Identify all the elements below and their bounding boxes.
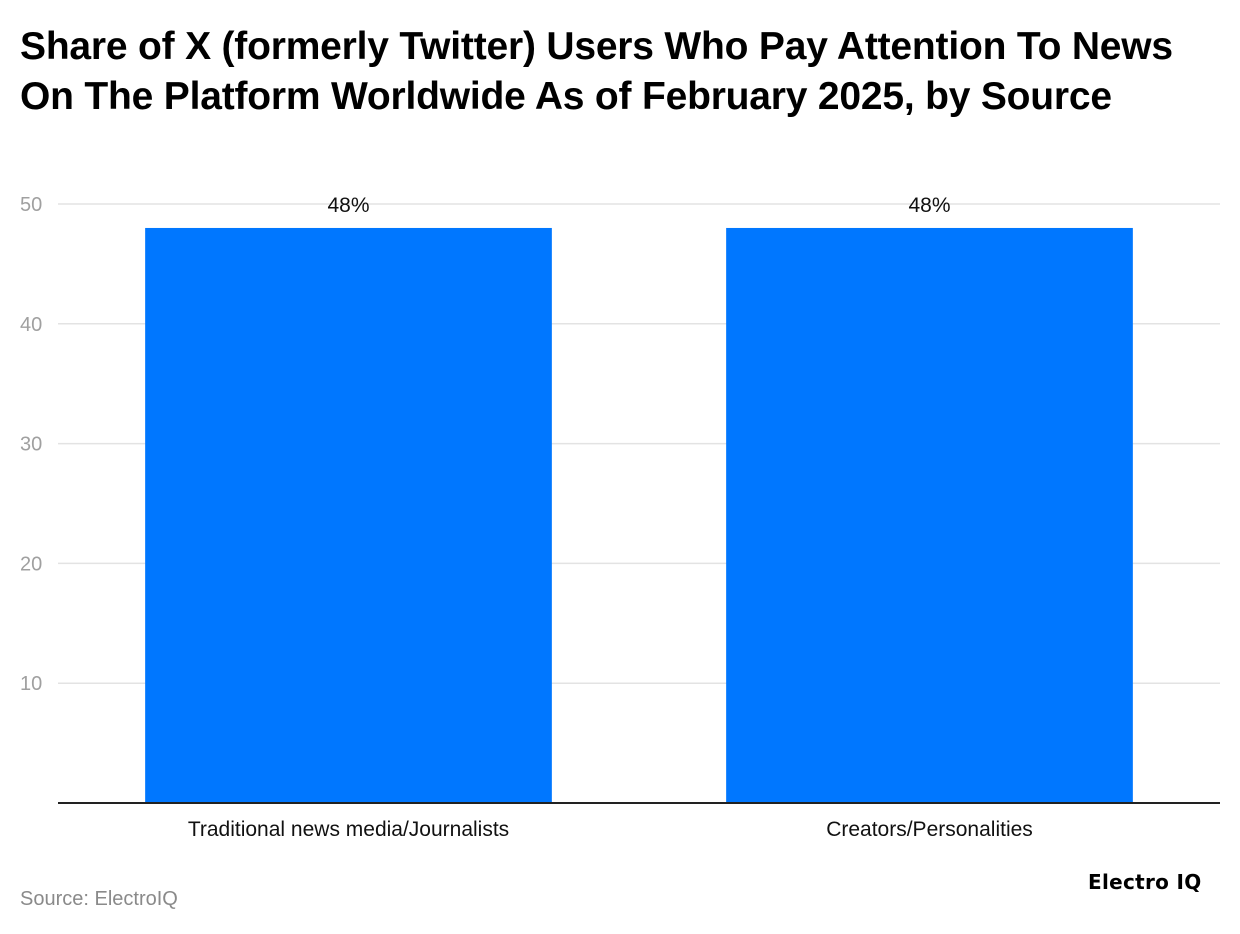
x-category-label: Creators/Personalities	[826, 818, 1033, 841]
x-category-label: Traditional news media/Journalists	[188, 818, 509, 841]
y-tick-label: 20	[20, 553, 42, 575]
y-tick-label: 10	[20, 673, 42, 695]
bar-0	[145, 227, 552, 803]
x-axis-categories: Traditional news media/Journalists Creato…	[188, 818, 1033, 841]
bars	[145, 227, 1133, 803]
source-note: Source: ElectroIQ	[20, 888, 178, 910]
y-axis-ticks: 10 20 30 40 50	[20, 194, 42, 695]
y-tick-label: 40	[20, 314, 42, 336]
bar-value-label: 48%	[908, 194, 950, 217]
bar-value-label: 48%	[327, 194, 369, 217]
y-tick-label: 50	[20, 194, 42, 216]
brand-logo: Electro IQ	[1088, 870, 1202, 894]
bar-1	[726, 227, 1133, 803]
y-tick-label: 30	[20, 434, 42, 456]
chart-title: Share of X (formerly Twitter) Users Who …	[20, 25, 1173, 118]
bar-data-labels: 48% 48%	[327, 194, 950, 217]
